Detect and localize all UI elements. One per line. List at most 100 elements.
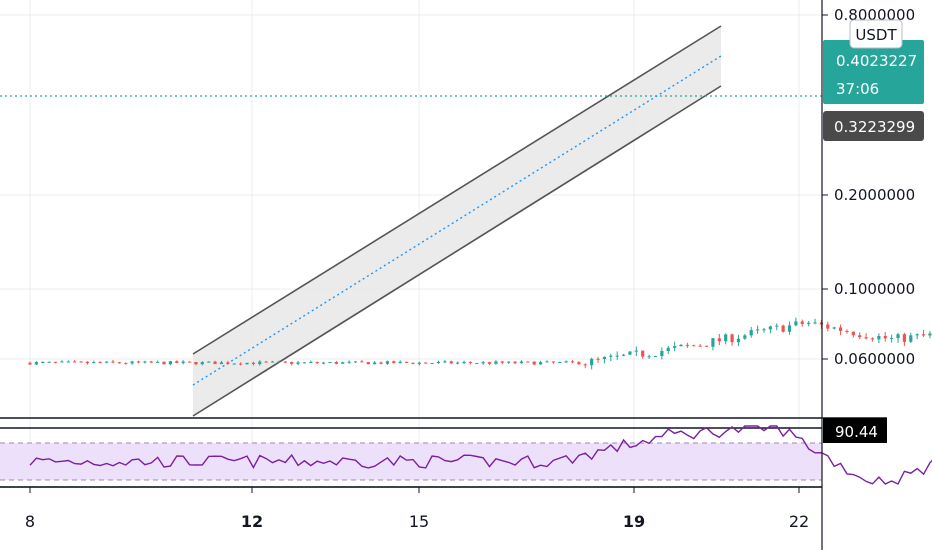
candle-body: [124, 363, 128, 365]
candle-body: [143, 361, 147, 363]
candle-body: [28, 362, 32, 365]
parallel-channel[interactable]: [192, 25, 722, 417]
candle-body: [168, 361, 173, 365]
candle: [858, 332, 862, 340]
candle-body: [430, 363, 434, 365]
candle: [813, 318, 817, 325]
candle: [564, 360, 568, 363]
candle-body: [602, 356, 607, 359]
candle-body: [290, 362, 294, 364]
candle: [749, 326, 753, 338]
candle: [730, 333, 734, 346]
candle-body: [768, 326, 772, 330]
candle-body: [226, 362, 230, 364]
candle: [430, 362, 434, 365]
candle: [47, 361, 51, 363]
candle: [194, 361, 198, 366]
candle-body: [481, 362, 485, 364]
candle: [896, 332, 900, 343]
candle-body: [373, 362, 377, 365]
currency-label[interactable]: USDT: [855, 26, 897, 44]
rsi-pane[interactable]: [0, 417, 932, 488]
candle-body: [685, 344, 689, 346]
candle: [590, 357, 594, 370]
candle-body: [456, 362, 460, 364]
candle: [28, 361, 32, 365]
candle-body: [41, 362, 45, 364]
candle: [136, 360, 141, 364]
candle-body: [398, 361, 402, 364]
candle: [647, 354, 651, 359]
currency-button[interactable]: USDT: [849, 19, 903, 49]
candle: [851, 331, 855, 338]
candle-body: [609, 355, 613, 357]
candle-body: [200, 362, 204, 365]
candle-body: [590, 358, 594, 366]
candle-body: [826, 324, 830, 329]
current-price-tag[interactable]: 0.4023227 37:06: [823, 40, 924, 104]
currency-button-bg[interactable]: [849, 19, 903, 49]
candle: [436, 360, 441, 364]
candle-body: [679, 344, 683, 347]
time-axis[interactable]: 8 12 15 19 22: [25, 487, 809, 531]
price-axis[interactable]: 0.8000000 0.2000000 0.1000000 0.0600000 …: [822, 6, 924, 443]
channel-price-tag: 0.3223299: [823, 111, 924, 141]
candle: [475, 362, 479, 365]
candlestick-series[interactable]: [28, 91, 932, 370]
candle: [487, 361, 492, 366]
candle: [60, 360, 64, 363]
candle-body: [558, 362, 562, 364]
candle-body: [449, 361, 453, 364]
candle: [175, 360, 179, 364]
candle-body: [487, 362, 492, 364]
candle: [168, 360, 173, 366]
candle: [762, 327, 766, 333]
candle-body: [545, 361, 549, 363]
candle: [360, 359, 364, 363]
candle: [366, 361, 370, 365]
candle: [717, 334, 721, 346]
candle: [807, 321, 811, 327]
candle: [583, 363, 587, 369]
rsi-value-tag-bg: [823, 418, 887, 443]
candle-body: [877, 336, 881, 340]
countdown-label: 37:06: [836, 80, 879, 98]
candle-body: [634, 350, 638, 352]
channel-lower-line[interactable]: [192, 85, 722, 417]
candle-body: [302, 362, 307, 364]
candle: [34, 361, 38, 366]
candle: [577, 361, 581, 365]
candle: [143, 360, 147, 364]
candle: [245, 362, 249, 365]
candle-body: [175, 361, 179, 363]
candle-body: [270, 361, 275, 363]
candle-body: [258, 361, 262, 365]
candle-body: [787, 325, 792, 332]
candle-body: [717, 338, 721, 342]
rsi-band: [0, 443, 822, 480]
candle: [111, 360, 115, 364]
candle: [117, 361, 121, 364]
candle: [928, 331, 932, 339]
candle-body: [315, 361, 319, 364]
rsi-value-tag: 90.44: [823, 418, 887, 443]
candle-body: [379, 362, 383, 364]
candle: [838, 324, 843, 336]
candle-body: [794, 321, 798, 326]
candle-body: [851, 331, 855, 336]
candle-body: [436, 361, 441, 364]
candle: [379, 361, 383, 365]
candle-body: [321, 362, 326, 364]
candle: [526, 361, 530, 363]
candle: [545, 360, 549, 363]
candle: [507, 361, 511, 364]
candle: [558, 361, 562, 364]
candle: [341, 361, 345, 364]
candle: [149, 360, 153, 364]
channel-upper-line[interactable]: [192, 25, 722, 355]
candle: [909, 332, 913, 343]
candle-body: [136, 361, 141, 363]
candle: [768, 325, 772, 334]
